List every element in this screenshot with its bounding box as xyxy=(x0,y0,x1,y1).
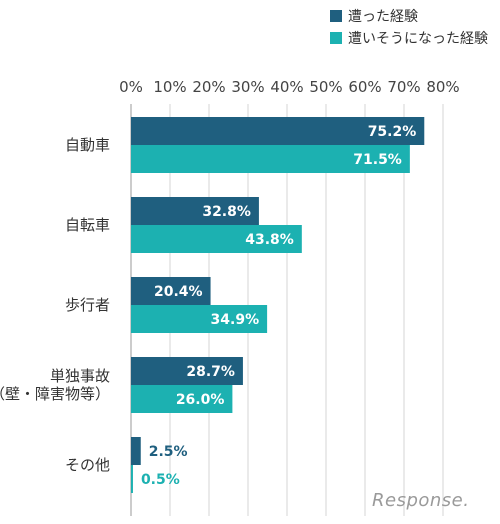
bar-2-2 xyxy=(131,225,302,253)
category-label-1: 自動車 xyxy=(65,136,110,154)
legend-swatch-2 xyxy=(330,32,342,44)
data-label-1-1: 75.2% xyxy=(368,124,417,140)
category-label-2: 自転車 xyxy=(65,216,110,234)
data-label-2-4: 26.0% xyxy=(176,392,225,408)
category-label-4-line-1: 単独事故 xyxy=(50,367,110,385)
data-label-1-3: 20.4% xyxy=(154,284,203,300)
bar-1-4 xyxy=(131,357,243,385)
bar-2-3 xyxy=(131,305,268,333)
x-tick-label-4: 40% xyxy=(270,78,303,96)
data-label-2-2: 43.8% xyxy=(245,232,294,248)
bar-1-5 xyxy=(131,437,141,465)
x-tick-label-6: 60% xyxy=(348,78,381,96)
x-tick-label-3: 30% xyxy=(231,78,264,96)
bar-2-4 xyxy=(131,385,233,413)
x-tick-label-7: 70% xyxy=(387,78,420,96)
category-label-3: 歩行者 xyxy=(65,296,110,314)
bar-2-1 xyxy=(131,145,410,173)
data-label-2-5: 0.5% xyxy=(141,472,180,488)
data-label-2-3: 34.9% xyxy=(211,312,260,328)
response-watermark: Response. xyxy=(372,490,470,511)
x-tick-label-2: 20% xyxy=(192,78,225,96)
x-tick-label-5: 50% xyxy=(309,78,342,96)
category-label-4-line-2: （壁・障害物等） xyxy=(0,385,110,403)
data-label-1-4: 28.7% xyxy=(186,364,235,380)
data-label-2-1: 71.5% xyxy=(353,152,402,168)
bar-1-1 xyxy=(131,117,425,145)
x-tick-label-1: 10% xyxy=(153,78,186,96)
category-label-5: その他 xyxy=(65,456,110,474)
x-tick-label-8: 80% xyxy=(426,78,459,96)
x-tick-label-0: 0% xyxy=(119,78,143,96)
bar-2-5 xyxy=(131,465,133,493)
legend-label-1: 遭った経験 xyxy=(348,9,418,25)
data-label-1-2: 32.8% xyxy=(202,204,251,220)
data-label-1-5: 2.5% xyxy=(149,444,188,460)
legend-swatch-1 xyxy=(330,10,342,22)
bar-1-2 xyxy=(131,197,259,225)
legend-label-2: 遭いそうになった経験 xyxy=(348,31,488,47)
bar-1-3 xyxy=(131,277,211,305)
